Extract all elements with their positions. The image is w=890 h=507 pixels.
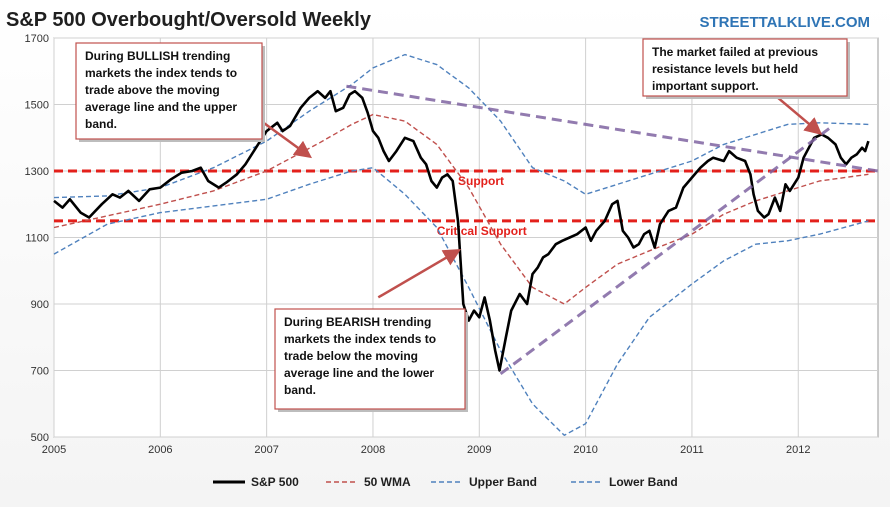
annotation-box xyxy=(642,38,848,97)
legend-label: Lower Band xyxy=(609,475,678,489)
annotation-arrow xyxy=(377,249,462,299)
annotation-text: The market failed at previous resistance … xyxy=(652,45,818,93)
x-tick-label: 2007 xyxy=(254,444,278,456)
x-tick-label: 2005 xyxy=(42,444,66,456)
y-tick-label: 900 xyxy=(31,299,49,311)
x-tick-label: 2009 xyxy=(467,444,491,456)
series-line-50-wma xyxy=(53,113,869,305)
reference-line-label: Critical Support xyxy=(437,224,527,238)
reference-line-label: Support xyxy=(458,174,504,188)
annotation-arrow xyxy=(260,120,313,159)
y-tick-label: 500 xyxy=(31,432,49,444)
x-tick-label: 2010 xyxy=(573,444,597,456)
series-line-lower-band xyxy=(53,166,869,436)
series-line-s-p-500 xyxy=(53,89,870,372)
annotation-text: During BULLISH trending markets the index… xyxy=(85,49,237,131)
legend-label: 50 WMA xyxy=(364,475,411,489)
y-tick-label: 1100 xyxy=(25,233,49,245)
y-tick-label: 700 xyxy=(31,366,49,378)
x-tick-label: 2008 xyxy=(361,444,385,456)
watermark-text: STREETTALKLIVE.COM xyxy=(699,14,870,31)
legend-label: S&P 500 xyxy=(251,475,299,489)
chart-title: S&P 500 Overbought/Oversold Weekly xyxy=(6,9,372,31)
x-tick-label: 2006 xyxy=(148,444,172,456)
annotation-text: During BEARISH trending markets the index… xyxy=(284,315,436,397)
series-line-upper-band xyxy=(53,53,869,199)
x-tick-label: 2011 xyxy=(680,444,704,456)
y-tick-label: 1500 xyxy=(25,100,49,112)
trend-line xyxy=(499,126,832,376)
annotation-box xyxy=(274,308,466,410)
y-tick-label: 1700 xyxy=(25,33,49,45)
x-tick-label: 2012 xyxy=(786,444,810,456)
y-tick-label: 1300 xyxy=(25,166,49,178)
annotation-box xyxy=(75,42,263,140)
legend-label: Upper Band xyxy=(469,475,537,489)
